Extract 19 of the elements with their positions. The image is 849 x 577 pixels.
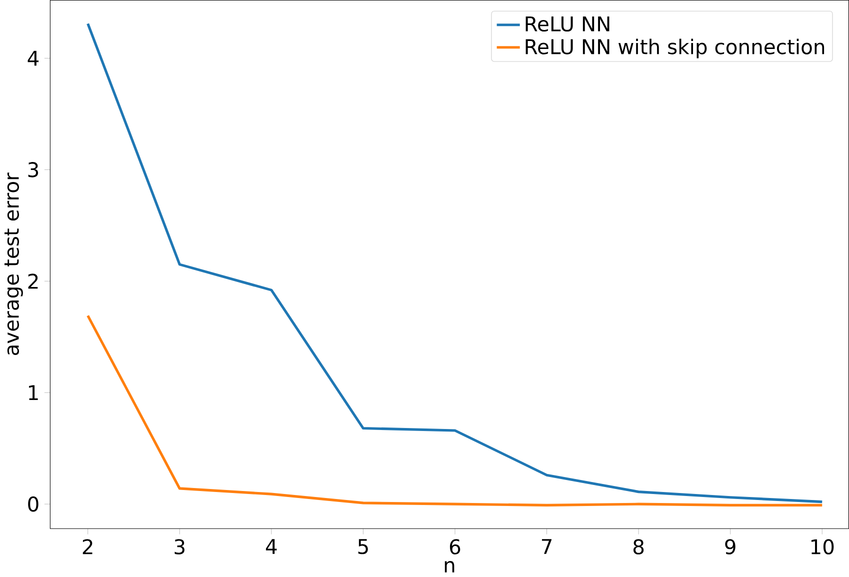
- line-series: [86, 314, 824, 507]
- legend-label: ReLU NN: [526, 16, 610, 32]
- x-tick-label: 5: [358, 539, 368, 554]
- x-axis-title: n: [444, 561, 454, 572]
- x-tick-label: 3: [174, 539, 184, 555]
- x-tick-label: 8: [633, 539, 644, 555]
- y-tick-label: 0: [28, 496, 38, 512]
- x-tick-label: 9: [725, 539, 736, 555]
- x-tick-label: 7: [542, 539, 552, 554]
- x-tick-label: 2: [82, 539, 92, 554]
- y-tick-label: 1: [29, 385, 38, 400]
- y-tick-label: 2: [28, 274, 38, 289]
- y-tick-label: 4: [28, 50, 39, 66]
- legend-label: ReLU NN with skip connection: [526, 38, 824, 58]
- x-tick-label: 4: [266, 539, 277, 554]
- y-tick-label: 3: [28, 162, 38, 178]
- x-tick-label: 10: [811, 539, 834, 555]
- y-axis-title: average test error: [4, 172, 23, 356]
- x-tick-label: 6: [450, 539, 460, 555]
